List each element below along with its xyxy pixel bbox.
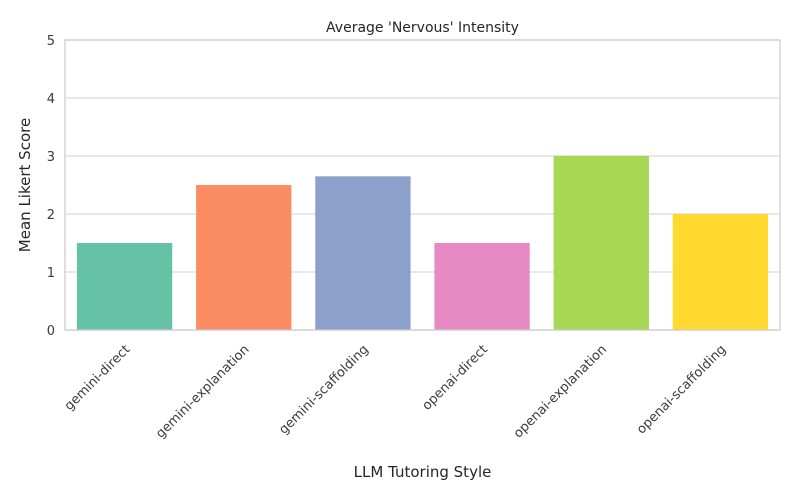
y-axis-label: Mean Likert Score <box>16 118 34 252</box>
x-axis-label: LLM Tutoring Style <box>354 463 492 481</box>
x-tick-label: gemini-direct <box>62 342 134 414</box>
y-tick-label: 1 <box>47 266 55 281</box>
x-tick-label: gemini-scaffolding <box>276 342 371 437</box>
chart-title: Average 'Nervous' Intensity <box>326 20 519 36</box>
bar-openai-explanation <box>553 156 649 330</box>
x-tick-label: openai-explanation <box>511 342 610 441</box>
x-tick-labels: gemini-direct gemini-explanation gemini-sc… <box>62 342 729 441</box>
plot-frame <box>64 39 781 331</box>
bar-gemini-scaffolding <box>315 176 411 330</box>
x-tick-label: openai-scaffolding <box>634 342 729 437</box>
bars <box>76 156 769 330</box>
bar-openai-direct <box>434 243 530 330</box>
y-tick-label: 4 <box>47 92 55 107</box>
y-tick-label: 0 <box>47 324 55 339</box>
x-tick-label: openai-direct <box>420 342 491 413</box>
bar-gemini-explanation <box>196 185 292 330</box>
y-tick-label: 3 <box>47 150 55 165</box>
x-tick-label: gemini-explanation <box>153 342 252 441</box>
bar-gemini-direct <box>76 243 173 330</box>
bar-openai-scaffolding <box>672 214 769 330</box>
y-tick-label: 2 <box>47 208 55 223</box>
y-tick-labels: 0 1 2 3 4 5 <box>47 34 55 339</box>
y-tick-label: 5 <box>47 34 55 49</box>
